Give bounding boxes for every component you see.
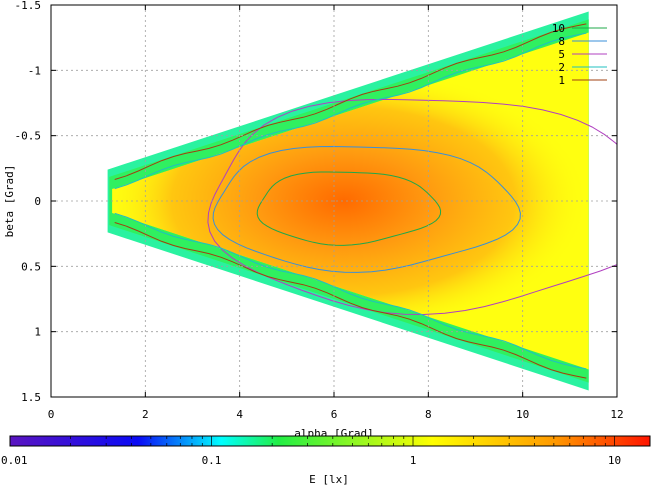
x-tick-label: 6 — [331, 408, 338, 421]
x-tick-label: 10 — [516, 408, 529, 421]
y-tick-label: 0 — [34, 195, 41, 208]
y-tick-label: -1.5 — [15, 0, 42, 12]
colorbar-ticks: 0.01 0.1 1 10 — [1, 436, 621, 467]
contour-level-2 — [114, 212, 587, 370]
y-tick-label: -0.5 — [15, 130, 42, 143]
contour-level-10 — [256, 171, 442, 246]
contour-level-1 — [114, 222, 587, 379]
y-axis-label: beta [Grad] — [3, 165, 16, 238]
colorbar-tick-label: 0.01 — [1, 454, 28, 467]
field-warm-center — [112, 32, 589, 370]
y-tick-label: 1.5 — [21, 391, 41, 404]
x-tick-label: 2 — [142, 408, 149, 421]
x-axis-ticks: 0 2 4 6 8 10 12 — [48, 5, 624, 421]
legend-label: 8 — [558, 35, 565, 48]
contour-level-8 — [212, 145, 521, 273]
illuminance-field — [107, 11, 589, 391]
contour-level-5 — [207, 98, 617, 316]
x-tick-label: 0 — [48, 408, 55, 421]
contour-level-1 — [114, 23, 587, 180]
colorbar-tick-label: 0.1 — [202, 454, 222, 467]
legend-label: 1 — [558, 74, 565, 87]
y-tick-label: 0.5 — [21, 260, 41, 273]
colorbar-label: E [lx] — [309, 473, 349, 486]
x-tick-label: 12 — [610, 408, 623, 421]
legend-label: 2 — [558, 61, 565, 74]
colorbar-tick-label: 1 — [410, 454, 417, 467]
grid-lines — [51, 5, 617, 397]
y-tick-label: -1 — [28, 64, 41, 77]
legend-label: 5 — [558, 48, 565, 61]
legend-label: 10 — [552, 22, 565, 35]
colorbar-tick-label: 10 — [608, 454, 621, 467]
y-tick-label: 1 — [34, 326, 41, 339]
x-tick-label: 4 — [236, 408, 243, 421]
y-axis-ticks: -1.5 -1 -0.5 0 0.5 1 1.5 — [15, 0, 617, 404]
x-tick-label: 8 — [425, 408, 432, 421]
contour-level-2 — [114, 32, 587, 190]
contour-lines — [114, 23, 617, 379]
